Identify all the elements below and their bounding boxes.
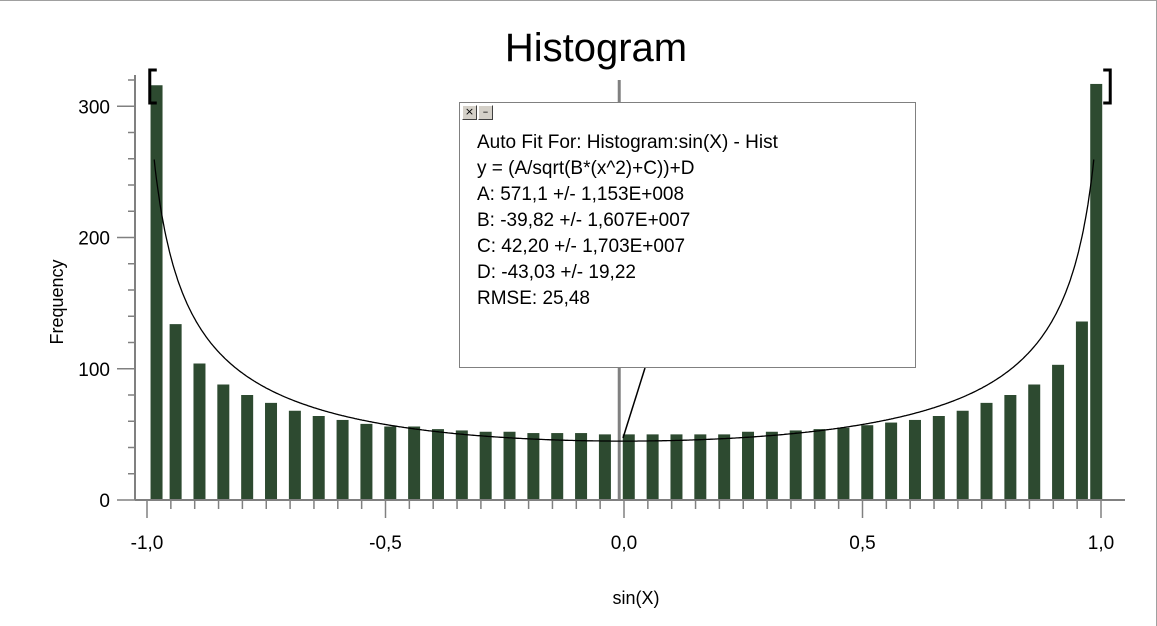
histogram-bar: [408, 426, 421, 500]
histogram-bar: [1090, 83, 1103, 500]
histogram-bar: [503, 431, 516, 500]
histogram-bar: [670, 434, 683, 500]
fit-title: Auto Fit For: Histogram:sin(X) - Hist: [477, 132, 778, 153]
histogram-bar: [360, 423, 373, 500]
histogram-bar: [288, 410, 301, 500]
x-tick-label: 0,0: [611, 533, 637, 554]
histogram-bar: [431, 429, 444, 500]
x-tick-label: 0,5: [849, 533, 875, 554]
x-tick-label: -0,5: [369, 533, 402, 554]
y-tick-label: 300: [78, 97, 110, 118]
histogram-bar: [837, 427, 850, 500]
fit-param-d: D: -43,03 +/- 19,22: [477, 262, 636, 283]
histogram-bar: [956, 410, 969, 500]
histogram-bar: [718, 434, 731, 500]
chart-title: Histogram: [505, 26, 687, 70]
right-range-bracket[interactable]: [1103, 68, 1112, 105]
histogram-bar: [932, 416, 945, 500]
fit-param-c: C: 42,20 +/- 1,703E+007: [477, 236, 686, 257]
x-tick-label: -1,0: [131, 533, 164, 554]
y-tick-label: 200: [78, 229, 110, 250]
histogram-bar: [455, 430, 468, 500]
histogram-bar: [241, 395, 254, 500]
histogram-bar: [646, 434, 659, 500]
histogram-bar: [908, 419, 921, 500]
histogram-bar: [598, 434, 611, 500]
histogram-bar: [1052, 364, 1065, 500]
y-axis-label: Frequency: [47, 259, 67, 344]
range-brackets[interactable]: [148, 68, 1112, 105]
histogram-bar: [1028, 384, 1041, 500]
bars-layer: [150, 83, 1103, 500]
histogram-bar: [217, 384, 230, 500]
fit-param-b: B: -39,82 +/- 1,607E+007: [477, 210, 691, 231]
histogram-bar: [479, 431, 492, 500]
close-icon[interactable]: ×: [462, 105, 477, 120]
histogram-bar: [622, 434, 635, 500]
histogram-bar: [527, 433, 540, 500]
histogram-bar: [265, 402, 278, 500]
axes-layer: 0 100 200 300 -1,0 -0,5 0,0 0,5 1,0: [78, 75, 1125, 554]
fit-equation: y = (A/sqrt(B*(x^2)+C))+D: [477, 158, 695, 179]
histogram-bar: [336, 419, 349, 500]
histogram-bar: [169, 324, 182, 500]
fit-panel-leader-line: [622, 367, 646, 439]
fit-results: Auto Fit For: Histogram:sin(X) - Hist y …: [477, 130, 778, 312]
y-tick-label: 100: [78, 360, 110, 381]
fit-rmse: RMSE: 25,48: [477, 288, 590, 309]
histogram-bar: [1004, 395, 1017, 500]
minimize-icon[interactable]: –: [478, 105, 493, 120]
x-tick-label: 1,0: [1088, 533, 1114, 554]
histogram-bar: [312, 416, 325, 500]
histogram-bar: [813, 429, 826, 500]
histogram-bar: [1075, 321, 1088, 500]
x-axis-label: sin(X): [612, 588, 659, 608]
histogram-bar: [789, 430, 802, 500]
histogram-bar: [765, 431, 778, 500]
histogram-bar: [150, 85, 163, 500]
y-tick-label: 0: [99, 491, 110, 512]
left-range-bracket[interactable]: [148, 68, 157, 105]
cursor-layer[interactable]: [617, 80, 646, 500]
fit-param-a: A: 571,1 +/- 1,153E+008: [477, 184, 685, 205]
histogram-bar: [384, 426, 397, 500]
histogram-bar: [980, 402, 993, 500]
histogram-bar: [861, 425, 874, 500]
histogram-bar: [694, 434, 707, 500]
histogram-bar: [742, 431, 755, 500]
fit-curve: [153, 159, 1095, 442]
histogram-bar: [193, 363, 206, 500]
histogram-bar: [575, 433, 588, 500]
histogram-bar: [885, 422, 898, 500]
auto-fit-panel[interactable]: × – Auto Fit For: Histogram:sin(X) - His…: [459, 102, 916, 368]
histogram-bar: [551, 433, 564, 500]
